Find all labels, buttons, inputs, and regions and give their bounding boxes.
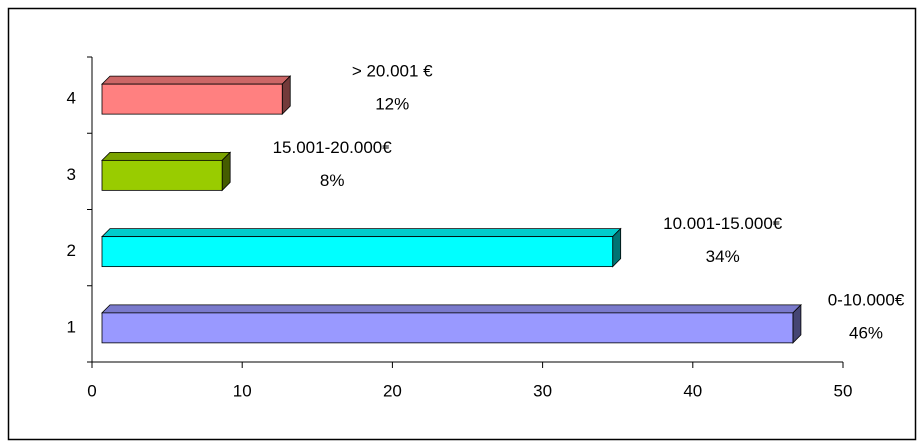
y-tick-label: 4 [67, 89, 76, 108]
data-label-name: 10.001-15.000€ [663, 214, 783, 233]
data-label: 12% [375, 95, 409, 114]
bar-front [101, 83, 283, 115]
bar-front [101, 159, 223, 191]
bar [101, 227, 622, 268]
data-label-name: > 20.001 € [352, 62, 433, 81]
bar-front [101, 236, 614, 268]
y-tick-label: 1 [67, 317, 76, 336]
data-label: 46% [849, 323, 883, 342]
data-label-name: 0-10.000€ [828, 290, 905, 309]
x-tick-label: 30 [533, 381, 552, 400]
x-tick-label: 40 [683, 381, 702, 400]
bar [101, 75, 292, 116]
bar-front [101, 312, 794, 344]
bar-top [101, 304, 802, 314]
x-tick-label: 20 [383, 381, 402, 400]
bar-top [101, 75, 292, 85]
y-tick-label: 3 [67, 165, 76, 184]
x-tick-label: 0 [87, 381, 96, 400]
bar [101, 151, 232, 192]
data-label: 8% [320, 171, 345, 190]
y-tick-label: 2 [67, 241, 76, 260]
data-label-name: 15.001-20.000€ [273, 138, 393, 157]
bar-top [101, 228, 622, 238]
data-label: 34% [706, 247, 740, 266]
bar [101, 303, 802, 344]
x-tick-label: 50 [834, 381, 853, 400]
bar-top [101, 151, 232, 161]
x-tick-label: 10 [233, 381, 252, 400]
